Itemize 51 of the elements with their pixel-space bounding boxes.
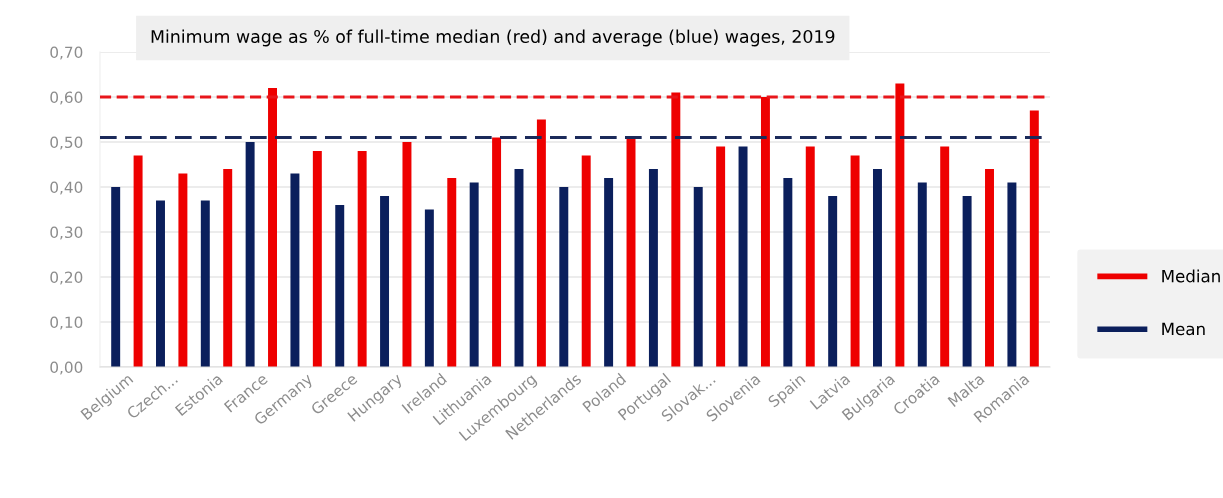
bar [223, 169, 233, 367]
bar [581, 155, 591, 367]
bar [335, 205, 345, 367]
bar [1007, 182, 1017, 367]
y-tick-label: 0,20 [50, 271, 83, 285]
bar [447, 178, 457, 367]
bar [604, 178, 614, 367]
y-tick-label: 0,70 [50, 46, 83, 60]
bar [178, 173, 188, 367]
bar [783, 178, 793, 367]
bar [200, 200, 210, 367]
bar [985, 169, 994, 367]
bar [268, 88, 277, 367]
bar [828, 196, 838, 367]
bar [536, 119, 546, 367]
y-tick-label: 0,10 [50, 316, 83, 330]
bar [492, 137, 502, 367]
y-tick-label: 0,50 [50, 136, 83, 150]
bar [469, 182, 479, 367]
bar [402, 142, 412, 367]
bar [738, 146, 748, 367]
bar [111, 187, 121, 367]
y-tick-label: 0,40 [50, 181, 83, 195]
bar [805, 146, 815, 367]
bar [760, 97, 770, 367]
bar [648, 169, 658, 367]
bar [357, 151, 367, 367]
bar [693, 187, 703, 367]
bar [962, 196, 972, 367]
bar [424, 209, 434, 367]
legend-label: Mean [1162, 322, 1205, 336]
bar [559, 187, 569, 367]
bar [380, 196, 390, 367]
y-tick-label: 0,30 [50, 226, 83, 240]
bar [716, 146, 726, 367]
chart-title: Minimum wage as % of full-time median (red) and average (blue) wages, 2019 [151, 29, 835, 47]
bar [940, 146, 950, 367]
bar [917, 182, 927, 367]
bar [895, 83, 905, 367]
bar [850, 155, 860, 367]
y-tick-label: 0,60 [50, 91, 83, 105]
bar [133, 155, 143, 367]
bar [1029, 110, 1039, 367]
bar [312, 151, 322, 367]
bar [671, 92, 681, 367]
bar [290, 173, 300, 367]
bar [873, 169, 882, 367]
bar [156, 200, 165, 367]
bar [245, 142, 255, 367]
legend-label: Median [1162, 269, 1220, 283]
y-tick-label: 0,00 [50, 361, 83, 375]
